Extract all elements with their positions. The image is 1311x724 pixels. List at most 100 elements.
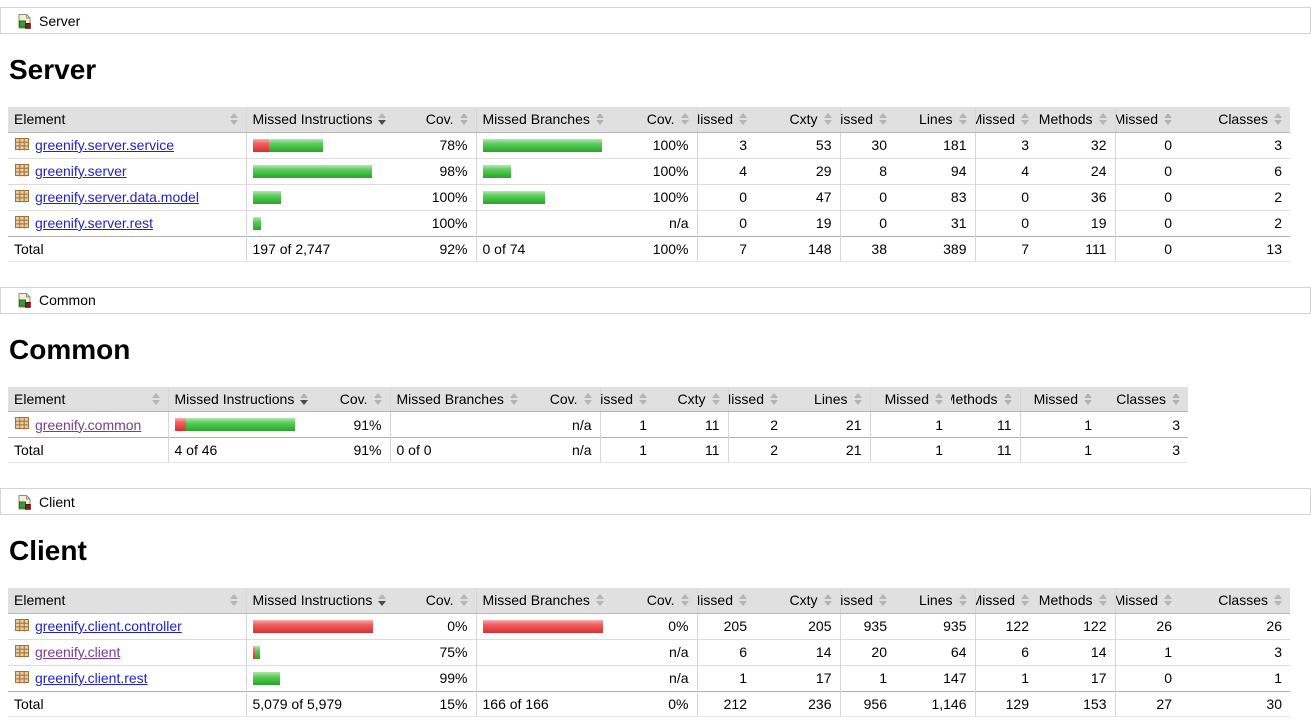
missed-lines-cell: 2 bbox=[727, 411, 786, 438]
breadcrumb-label: Server bbox=[39, 12, 81, 29]
column-header-element[interactable]: Element bbox=[8, 386, 168, 412]
total-missed-cxty-cell: 1 bbox=[599, 437, 655, 463]
missed-methods-cell: 0 bbox=[974, 209, 1037, 236]
column-header-element[interactable]: Element bbox=[8, 588, 246, 614]
missed-classes-cell: 0 bbox=[1114, 209, 1180, 236]
column-header-cov--4[interactable]: Cov. bbox=[636, 107, 697, 133]
missed-classes-cell: 1 bbox=[1019, 411, 1100, 438]
column-header-missed-instructions[interactable]: Missed Instructions bbox=[167, 386, 330, 412]
column-header-missed-9[interactable]: Missed bbox=[974, 588, 1037, 614]
element-link[interactable]: greenify.client.controller bbox=[35, 618, 182, 634]
column-header-classes-12[interactable]: Classes bbox=[1180, 107, 1290, 133]
column-header-missed-9[interactable]: Missed bbox=[869, 386, 951, 412]
element-link[interactable]: greenify.server.data.model bbox=[35, 189, 199, 205]
element-link[interactable]: greenify.server.rest bbox=[35, 215, 154, 231]
column-header-label: Methods bbox=[1038, 111, 1093, 128]
sort-arrows-icon bbox=[680, 594, 689, 607]
column-header-content: Classes bbox=[1186, 592, 1282, 608]
column-header-missed-11[interactable]: Missed bbox=[1114, 107, 1180, 133]
sort-arrows-icon bbox=[1003, 392, 1012, 405]
column-header-cxty-6[interactable]: Cxty bbox=[655, 386, 728, 412]
missed-cxty-cell: 1 bbox=[599, 411, 655, 438]
column-header-missed-7[interactable]: Missed bbox=[839, 107, 895, 133]
column-header-cov--2[interactable]: Cov. bbox=[330, 386, 390, 412]
column-header-cov--2[interactable]: Cov. bbox=[406, 588, 476, 614]
column-header-label: Missed Instructions bbox=[174, 390, 295, 407]
sort-arrows-icon bbox=[1172, 392, 1180, 405]
column-header-label: Cov. bbox=[425, 592, 454, 609]
column-header-label: Cxty bbox=[789, 592, 818, 609]
covered-bar-segment bbox=[254, 645, 260, 659]
column-header-cxty-6[interactable]: Cxty bbox=[755, 107, 840, 133]
sort-arrows-icon bbox=[509, 392, 518, 405]
element-cell: greenify.client bbox=[8, 638, 246, 665]
table-row: greenify.server.service 78% 100% 3 53 30 181 3 3… bbox=[8, 132, 1290, 158]
total-missed-classes-cell: 27 bbox=[1114, 690, 1180, 717]
element-link[interactable]: greenify.client.rest bbox=[35, 670, 148, 686]
report-group-icon bbox=[16, 13, 32, 29]
sort-arrows-icon bbox=[373, 392, 382, 405]
total-missed-classes-cell: 1 bbox=[1019, 437, 1100, 463]
column-header-content: Missed bbox=[1116, 111, 1172, 127]
column-header-content: Missed bbox=[729, 391, 778, 407]
total-missed-cxty-cell: 7 bbox=[696, 235, 755, 262]
column-header-missed-7[interactable]: Missed bbox=[727, 386, 786, 412]
covered-bar-segment bbox=[252, 671, 280, 685]
missed-instructions-bar-cell bbox=[245, 157, 406, 184]
element-link[interactable]: greenify.server.service bbox=[35, 137, 175, 153]
sort-arrows-icon bbox=[583, 392, 592, 405]
column-header-element[interactable]: Element bbox=[8, 107, 246, 133]
sort-arrows-icon bbox=[1021, 113, 1029, 126]
column-header-missed-11[interactable]: Missed bbox=[1114, 588, 1180, 614]
element-link[interactable]: greenify.common bbox=[35, 416, 142, 433]
column-header-missed-branches-3[interactable]: Missed Branches bbox=[475, 588, 636, 614]
column-header-missed-instructions[interactable]: Missed Instructions bbox=[245, 588, 406, 614]
total-branches-cell: 0 of 74 bbox=[475, 235, 636, 262]
package-icon bbox=[14, 137, 30, 154]
column-header-missed-5[interactable]: Missed bbox=[696, 588, 755, 614]
column-header-label: Element bbox=[14, 592, 66, 609]
covered-bar-segment bbox=[252, 216, 261, 230]
column-header-missed-11[interactable]: Missed bbox=[1019, 386, 1100, 412]
column-header-cov--4[interactable]: Cov. bbox=[540, 386, 600, 412]
total-instructions-cell: 197 of 2,747 bbox=[245, 235, 406, 262]
column-header-missed-branches-3[interactable]: Missed Branches bbox=[389, 386, 540, 412]
column-header-missed-5[interactable]: Missed bbox=[599, 386, 655, 412]
column-header-missed-9[interactable]: Missed bbox=[974, 107, 1037, 133]
missed-cxty-cell: 4 bbox=[696, 157, 755, 184]
element-content: greenify.client bbox=[14, 644, 238, 661]
column-header-lines-8[interactable]: Lines bbox=[786, 386, 870, 412]
column-header-classes-12[interactable]: Classes bbox=[1100, 386, 1188, 412]
missed-instructions-bar-cell bbox=[245, 664, 406, 691]
column-header-content: Cov. bbox=[642, 592, 689, 608]
element-link[interactable]: greenify.client bbox=[35, 644, 121, 660]
column-header-label: Missed Branches bbox=[396, 390, 504, 407]
column-header-missed-7[interactable]: Missed bbox=[839, 588, 895, 614]
column-header-methods-10[interactable]: Methods bbox=[951, 386, 1020, 412]
missed-branches-bar-cell bbox=[475, 183, 636, 210]
missed-instructions-bar-cell bbox=[245, 209, 406, 236]
column-header-missed-instructions[interactable]: Missed Instructions bbox=[245, 107, 406, 133]
branch-coverage-cell: n/a bbox=[636, 209, 697, 236]
column-header-classes-12[interactable]: Classes bbox=[1180, 588, 1290, 614]
missed-bar-segment bbox=[174, 418, 186, 431]
missed-instructions-bar-cell bbox=[245, 183, 406, 210]
column-header-missed-5[interactable]: Missed bbox=[696, 107, 755, 133]
instruction-coverage-cell: 75% bbox=[406, 638, 476, 665]
column-header-missed-branches-3[interactable]: Missed Branches bbox=[475, 107, 636, 133]
missed-methods-cell: 1 bbox=[974, 664, 1037, 691]
column-header-lines-8[interactable]: Lines bbox=[895, 588, 975, 614]
element-content: greenify.server.service bbox=[14, 137, 238, 154]
sort-arrows-icon bbox=[1084, 392, 1092, 405]
column-header-lines-8[interactable]: Lines bbox=[895, 107, 975, 133]
column-header-content: Cxty bbox=[761, 111, 832, 127]
column-header-cxty-6[interactable]: Cxty bbox=[755, 588, 840, 614]
element-link[interactable]: greenify.server bbox=[35, 163, 127, 179]
column-header-methods-10[interactable]: Methods bbox=[1037, 107, 1115, 133]
total-methods-cell: 111 bbox=[1037, 235, 1115, 262]
column-header-content: Cxty bbox=[761, 592, 832, 608]
column-header-cov--2[interactable]: Cov. bbox=[406, 107, 476, 133]
column-header-content: Cxty bbox=[661, 391, 720, 407]
column-header-methods-10[interactable]: Methods bbox=[1037, 588, 1115, 614]
column-header-cov--4[interactable]: Cov. bbox=[636, 588, 697, 614]
